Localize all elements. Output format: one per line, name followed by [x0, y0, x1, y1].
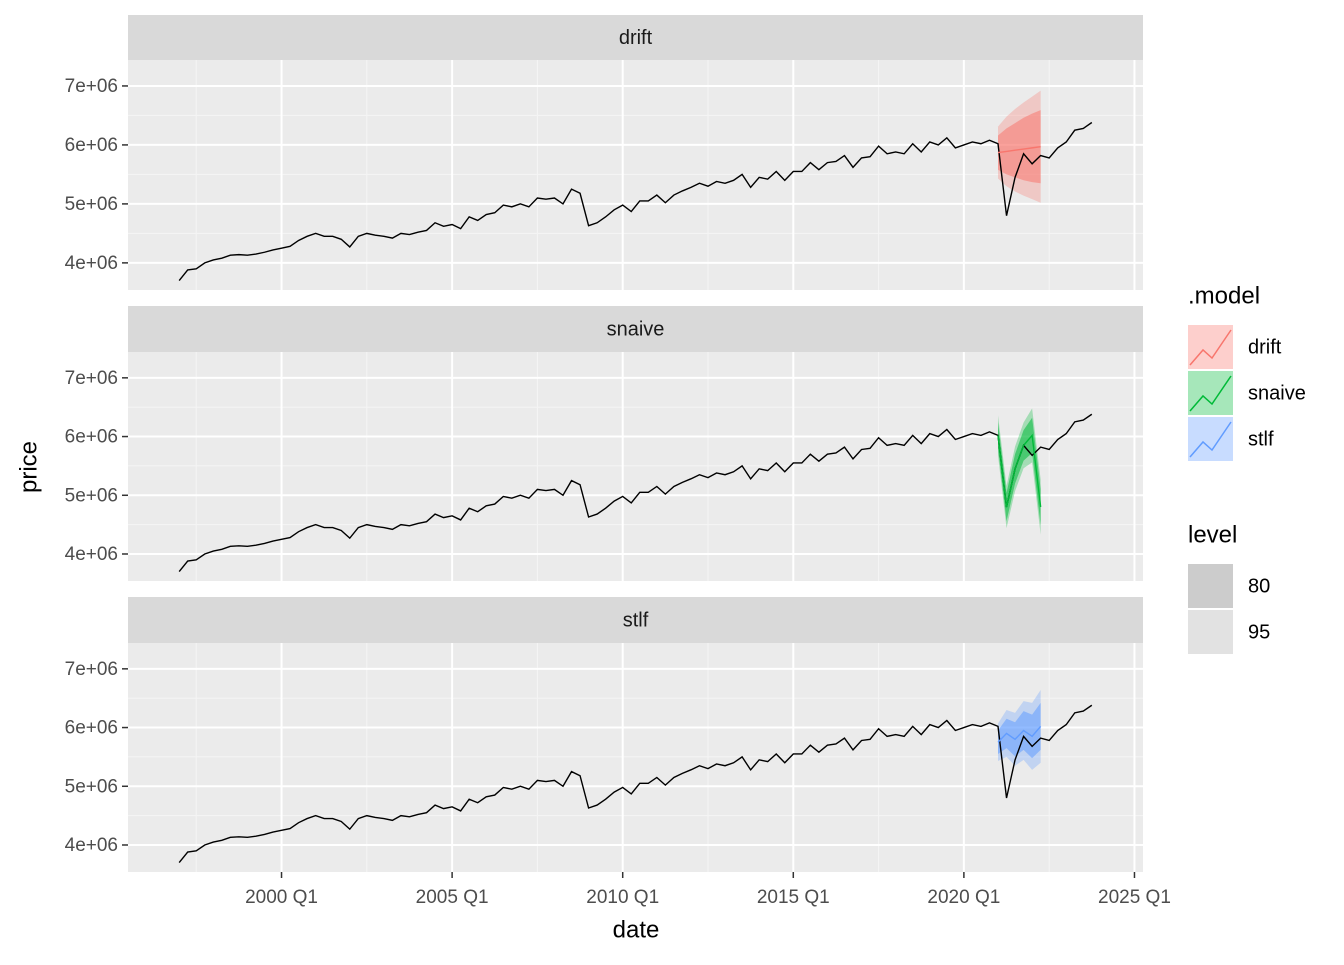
facet-label: stlf — [623, 609, 649, 631]
legend-key — [1188, 610, 1233, 654]
history-line — [178, 704, 1093, 864]
history-line — [178, 121, 1093, 282]
x-tick-label: 2020 Q1 — [927, 887, 1000, 908]
legend-label: 95 — [1248, 621, 1270, 643]
facet-label: drift — [619, 27, 653, 49]
x-tick-label: 2005 Q1 — [416, 887, 489, 908]
legend-label: snaive — [1248, 382, 1306, 404]
legend-key — [1188, 325, 1233, 369]
x-tick-label: 2000 Q1 — [245, 887, 318, 908]
legend-key-line — [1189, 421, 1232, 458]
x-axis-title: date — [613, 916, 660, 943]
forecast-line — [997, 145, 1041, 154]
facet-strip — [128, 306, 1143, 352]
forecast-interval — [998, 110, 1041, 184]
legend-label: stlf — [1248, 428, 1274, 450]
forecast-line — [997, 433, 1042, 508]
x-tick-label: 2015 Q1 — [757, 887, 830, 908]
y-tick-label: 5e+06 — [65, 194, 118, 215]
legend-key — [1188, 564, 1233, 608]
y-tick-label: 7e+06 — [65, 76, 118, 97]
legend-title: .model — [1188, 282, 1260, 309]
legend-label: 80 — [1248, 575, 1270, 597]
forecast-line — [997, 725, 1042, 743]
legend-title: level — [1188, 521, 1237, 548]
panel-background — [128, 60, 1143, 290]
legend-label: drift — [1248, 336, 1282, 358]
history-line — [178, 413, 1093, 573]
y-tick-label: 6e+06 — [65, 427, 118, 448]
legend-key-line — [1189, 329, 1232, 366]
legend-key — [1188, 371, 1233, 415]
y-axis-title: price — [15, 441, 42, 493]
y-tick-label: 7e+06 — [65, 368, 118, 389]
x-tick-label: 2010 Q1 — [586, 887, 659, 908]
panel-background — [128, 643, 1143, 872]
y-tick-label: 5e+06 — [65, 485, 118, 506]
facet-strip — [128, 15, 1143, 60]
facet-label: snaive — [607, 318, 665, 340]
y-tick-label: 4e+06 — [65, 253, 118, 274]
y-tick-label: 4e+06 — [65, 544, 118, 565]
panel-background — [128, 352, 1143, 581]
facet-strip — [128, 597, 1143, 643]
y-tick-label: 4e+06 — [65, 835, 118, 856]
legend-key — [1188, 417, 1233, 461]
y-tick-label: 7e+06 — [65, 659, 118, 680]
y-tick-label: 6e+06 — [65, 718, 118, 739]
y-tick-label: 5e+06 — [65, 776, 118, 797]
x-tick-label: 2025 Q1 — [1098, 887, 1171, 908]
y-tick-label: 6e+06 — [65, 135, 118, 156]
legend-key-line — [1189, 375, 1232, 412]
